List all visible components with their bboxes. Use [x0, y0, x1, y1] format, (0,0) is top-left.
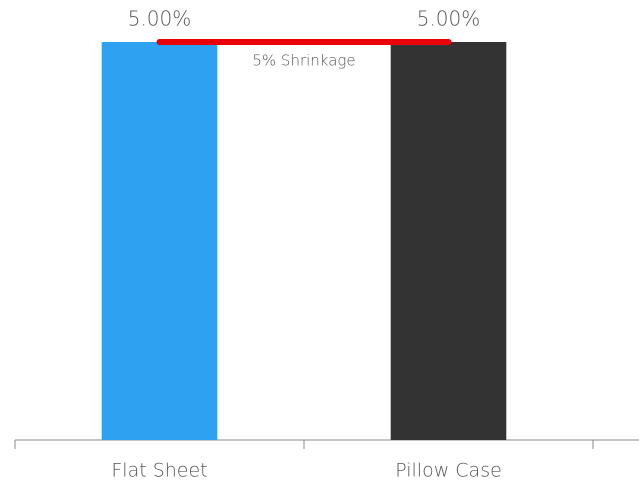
x-tick-label: Flat Sheet [111, 460, 207, 482]
value-label: 5.00% [128, 7, 192, 31]
x-tick-label: Pillow Case [395, 460, 502, 482]
value-label: 5.00% [417, 7, 481, 31]
bar [101, 42, 218, 440]
bar [390, 42, 507, 440]
annotation-label: 5% Shrinkage [252, 52, 355, 70]
